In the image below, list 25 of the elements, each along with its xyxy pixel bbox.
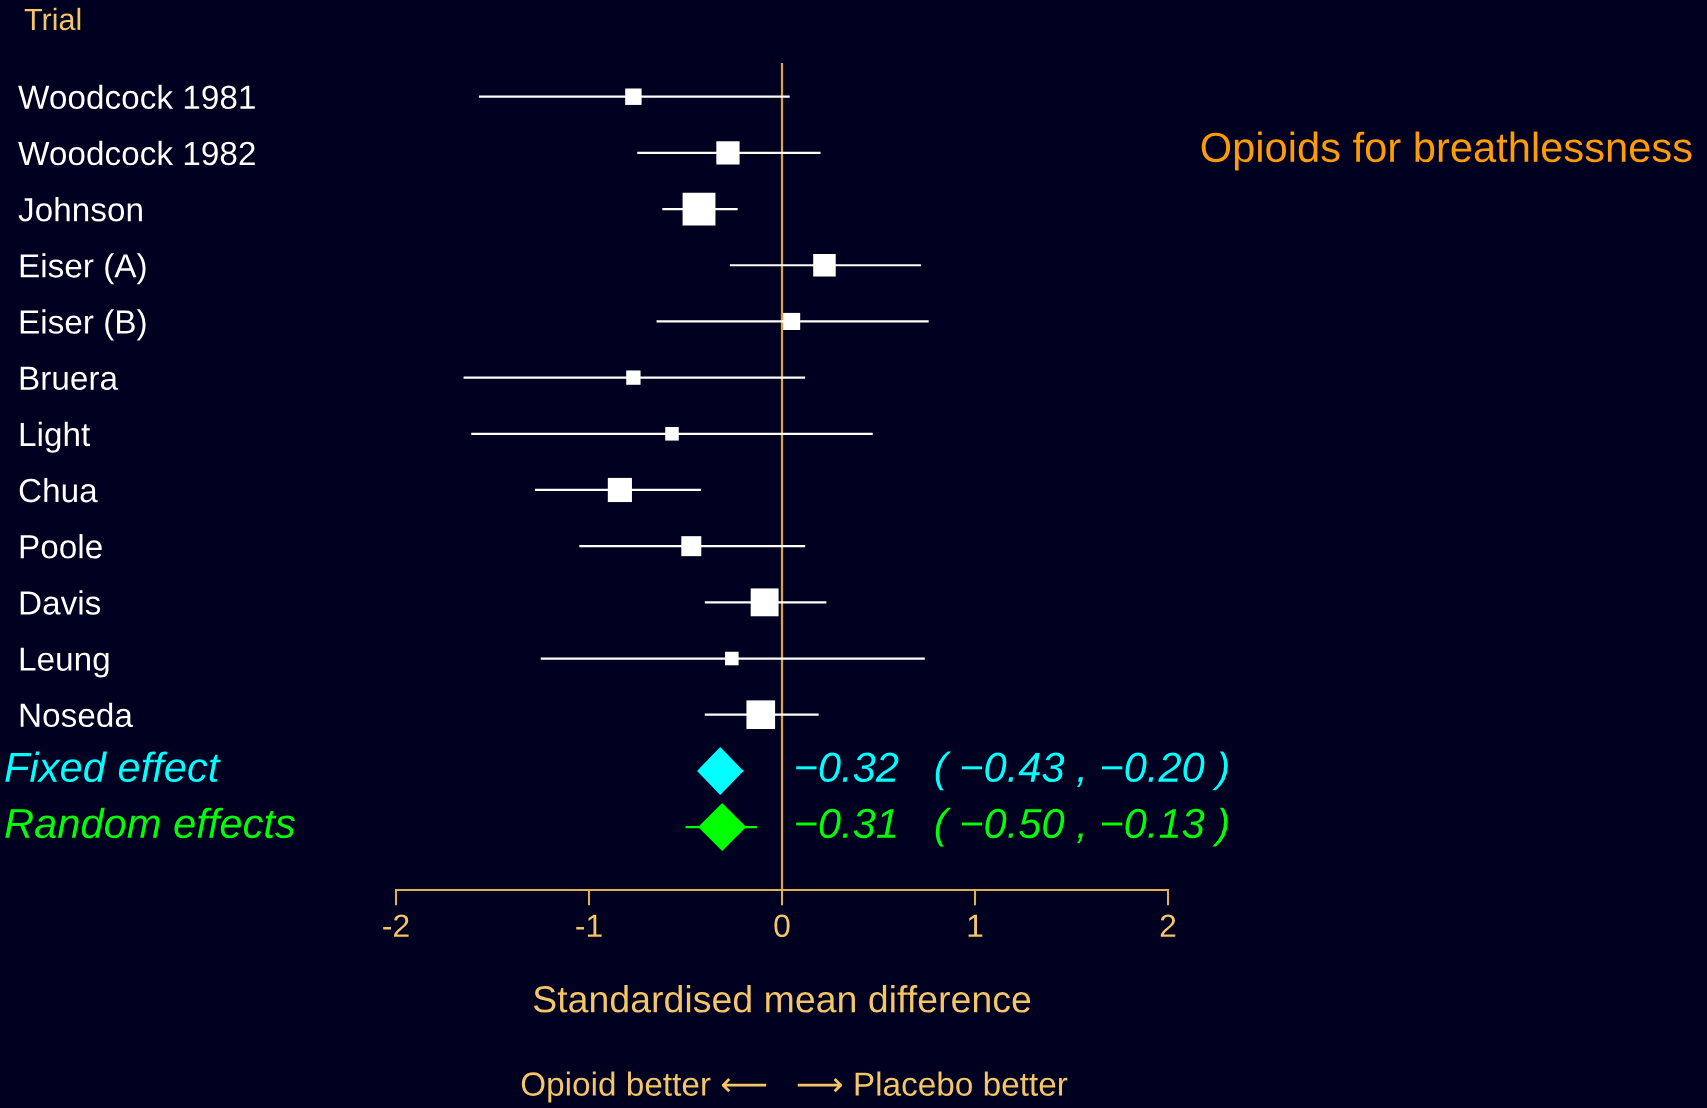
y-tick-label: Davis: [20, 590, 101, 615]
y-tick-label: Johnson: [18, 197, 142, 222]
x-tick-label: -2: [383, 914, 409, 937]
y-tick-label: Poole: [20, 534, 102, 559]
y-tick-label: Leung: [20, 647, 109, 678]
y-tick-label: Woodcock 1982: [18, 140, 255, 166]
x-tick-label: 0: [774, 914, 790, 938]
y-tick-label: Light: [20, 421, 91, 453]
data-label: −0.31 ( −0.50 , −0.13 ): [796, 807, 1228, 847]
y-axis-title: Trial: [24, 7, 81, 31]
x-axis-title: Standardised mean difference: [533, 985, 1031, 1013]
data-label: −0.32 ( −0.43 , −0.20 ): [796, 751, 1228, 791]
text: Opioids for breathlessness: [1201, 131, 1692, 171]
x-tick-label: -1: [576, 914, 602, 937]
x-tick-label: 1: [968, 914, 983, 937]
text: Fixed effect: [5, 751, 221, 783]
y-tick-label: Eiser (B): [20, 309, 146, 341]
y-tick-label: Woodcock 1981: [18, 84, 255, 110]
x-tick-label: 2: [1160, 914, 1176, 937]
text: Random effects: [5, 807, 295, 839]
y-tick-label: Bruera: [20, 366, 119, 391]
y-tick-label: Chua: [19, 477, 98, 503]
y-tick-label: Noseda: [20, 702, 133, 728]
text: Opioid better ⟵ ⟶ Placebo better: [521, 1071, 1068, 1103]
y-tick-label: Eiser (A): [20, 253, 146, 285]
